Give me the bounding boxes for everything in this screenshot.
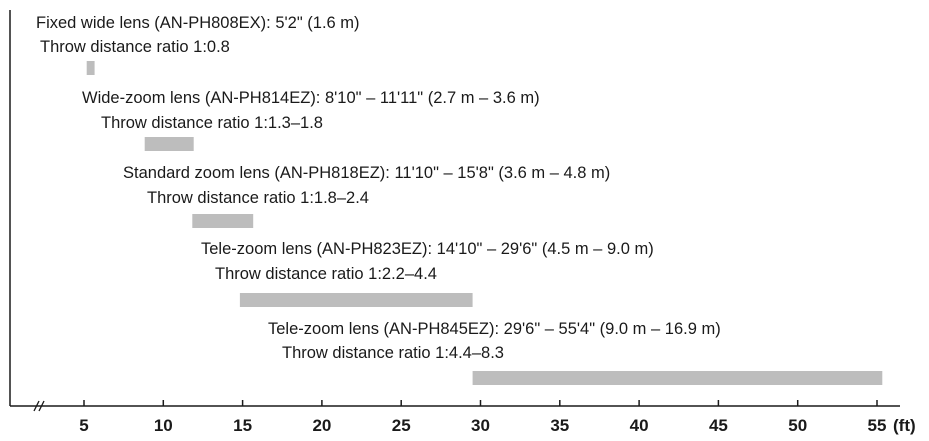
x-tick-label: 50	[788, 416, 807, 435]
x-tick-label: 35	[550, 416, 569, 435]
x-tick-label: 30	[471, 416, 490, 435]
x-tick-label: 55	[868, 416, 887, 435]
x-tick-label: 40	[630, 416, 649, 435]
x-tick-label: 25	[392, 416, 411, 435]
ratio-label: Throw distance ratio 1:2.2–4.4	[215, 265, 437, 283]
x-tick-label: 20	[312, 416, 331, 435]
range-bar	[240, 293, 473, 307]
x-tick-label: 10	[154, 416, 173, 435]
range-bar	[473, 371, 883, 385]
lens-label: Standard zoom lens (AN-PH818EZ): 11'10" …	[123, 164, 610, 182]
lens-label: Fixed wide lens (AN-PH808EX): 5'2" (1.6 …	[36, 14, 360, 32]
x-tick-label: 15	[233, 416, 252, 435]
x-tick-label: 45	[709, 416, 728, 435]
x-axis-unit-label: (ft)	[893, 416, 916, 435]
range-bar	[145, 137, 194, 151]
ratio-label: Throw distance ratio 1:1.8–2.4	[147, 189, 369, 207]
lens-label: Tele-zoom lens (AN-PH845EZ): 29'6" – 55'…	[268, 320, 721, 338]
lens-label: Wide-zoom lens (AN-PH814EZ): 8'10" – 11'…	[82, 89, 540, 107]
range-bar	[87, 61, 95, 75]
ratio-label: Throw distance ratio 1:0.8	[40, 38, 230, 56]
lens-label: Tele-zoom lens (AN-PH823EZ): 14'10" – 29…	[201, 240, 654, 258]
range-bar	[192, 214, 253, 228]
ratio-label: Throw distance ratio 1:1.3–1.8	[101, 114, 323, 132]
ratio-label: Throw distance ratio 1:4.4–8.3	[282, 344, 504, 362]
x-tick-label: 5	[79, 416, 88, 435]
